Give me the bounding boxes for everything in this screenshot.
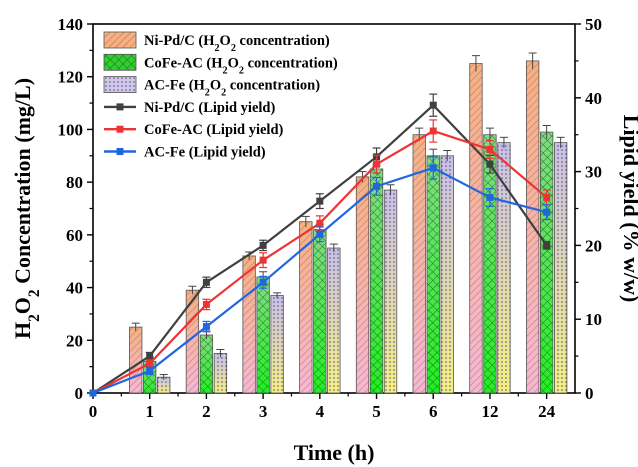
left-tick-label: 60 — [66, 226, 83, 245]
left-tick-label: 100 — [58, 120, 84, 139]
left-tick-label: 140 — [58, 15, 84, 34]
right-tick-label: 50 — [585, 15, 602, 34]
data-point — [543, 208, 551, 216]
legend-swatch-pattern — [103, 76, 137, 93]
x-tick-label: 0 — [89, 402, 98, 421]
legend-label: Ni-Pd/C (H2O2 concentration) — [144, 33, 330, 54]
legend-label: AC-Fe (H2O2 concentration) — [144, 78, 320, 99]
legend-swatch-pattern — [103, 31, 137, 49]
bar-pattern — [440, 155, 454, 394]
data-point — [202, 300, 210, 308]
x-tick-label: 4 — [316, 402, 325, 421]
lines — [89, 93, 551, 397]
bar-pattern — [539, 131, 554, 394]
bar-pattern — [199, 334, 214, 394]
x-tick-label: 2 — [202, 402, 211, 421]
bar-pattern — [497, 142, 511, 394]
data-point — [373, 160, 381, 168]
left-tick-label: 20 — [66, 331, 83, 350]
left-tick-label: 40 — [66, 279, 83, 298]
bar-pattern — [469, 63, 483, 394]
right-tick-label: 40 — [585, 89, 602, 108]
legend-swatch-pattern — [103, 53, 137, 71]
right-tick-label: 20 — [585, 236, 602, 255]
legend-label: AC-Fe (Lipid yield) — [144, 145, 266, 161]
bar-pattern — [369, 168, 384, 394]
bar-pattern — [327, 247, 341, 394]
bar-pattern — [355, 176, 370, 394]
bar-pattern — [553, 142, 568, 394]
data-point — [146, 367, 154, 375]
data-point — [486, 145, 494, 153]
x-tick-label: 5 — [372, 402, 381, 421]
data-point — [146, 359, 154, 367]
legend-label: CoFe-AC (H2O2 concentration) — [144, 55, 338, 76]
legend-marker — [116, 103, 124, 111]
data-point — [373, 182, 381, 190]
data-point — [259, 256, 267, 264]
legend-marker — [116, 125, 124, 133]
bar-pattern — [129, 326, 143, 394]
bar-pattern — [426, 155, 440, 394]
data-point — [543, 241, 551, 249]
legend: Ni-Pd/C (H2O2 concentration)CoFe-AC (H2O… — [103, 31, 338, 161]
data-point — [316, 197, 324, 205]
left-tick-label: 0 — [75, 384, 84, 403]
data-point — [429, 101, 437, 109]
right-tick-label: 30 — [585, 163, 602, 182]
data-point — [316, 219, 324, 227]
x-tick-label: 6 — [429, 402, 438, 421]
data-point — [429, 127, 437, 135]
data-point — [429, 164, 437, 172]
x-tick-label: 24 — [538, 402, 556, 421]
bar-pattern — [383, 189, 398, 394]
legend-marker — [116, 148, 124, 155]
bar-pattern — [270, 295, 284, 394]
bar-pattern — [213, 353, 228, 394]
data-point — [543, 193, 551, 201]
left-tick-label: 120 — [58, 68, 84, 87]
bar-pattern — [242, 255, 256, 394]
data-point — [259, 278, 267, 286]
bar-pattern — [256, 276, 270, 394]
x-axis-title: Time (h) — [294, 440, 375, 465]
right-tick-label: 10 — [585, 310, 602, 329]
legend-label: CoFe-AC (Lipid yield) — [144, 122, 284, 138]
data-point — [259, 241, 267, 249]
data-point — [486, 160, 494, 168]
data-point — [202, 323, 210, 331]
data-point — [146, 352, 154, 360]
data-point — [316, 230, 324, 238]
right-axis-title: Lipid yield (% w/w) — [619, 115, 638, 303]
left-axis-title: H2O2 Concentration (mg/L) — [10, 78, 43, 339]
data-point — [486, 193, 494, 201]
right-tick-label: 0 — [585, 384, 594, 403]
legend-label: Ni-Pd/C (Lipid yield) — [144, 100, 275, 116]
x-tick-label: 1 — [145, 402, 154, 421]
x-tick-label: 3 — [259, 402, 268, 421]
left-tick-label: 80 — [66, 173, 83, 192]
data-point — [202, 278, 210, 286]
data-point — [89, 389, 97, 397]
x-tick-label: 12 — [481, 402, 498, 421]
bar-pattern — [313, 229, 327, 394]
